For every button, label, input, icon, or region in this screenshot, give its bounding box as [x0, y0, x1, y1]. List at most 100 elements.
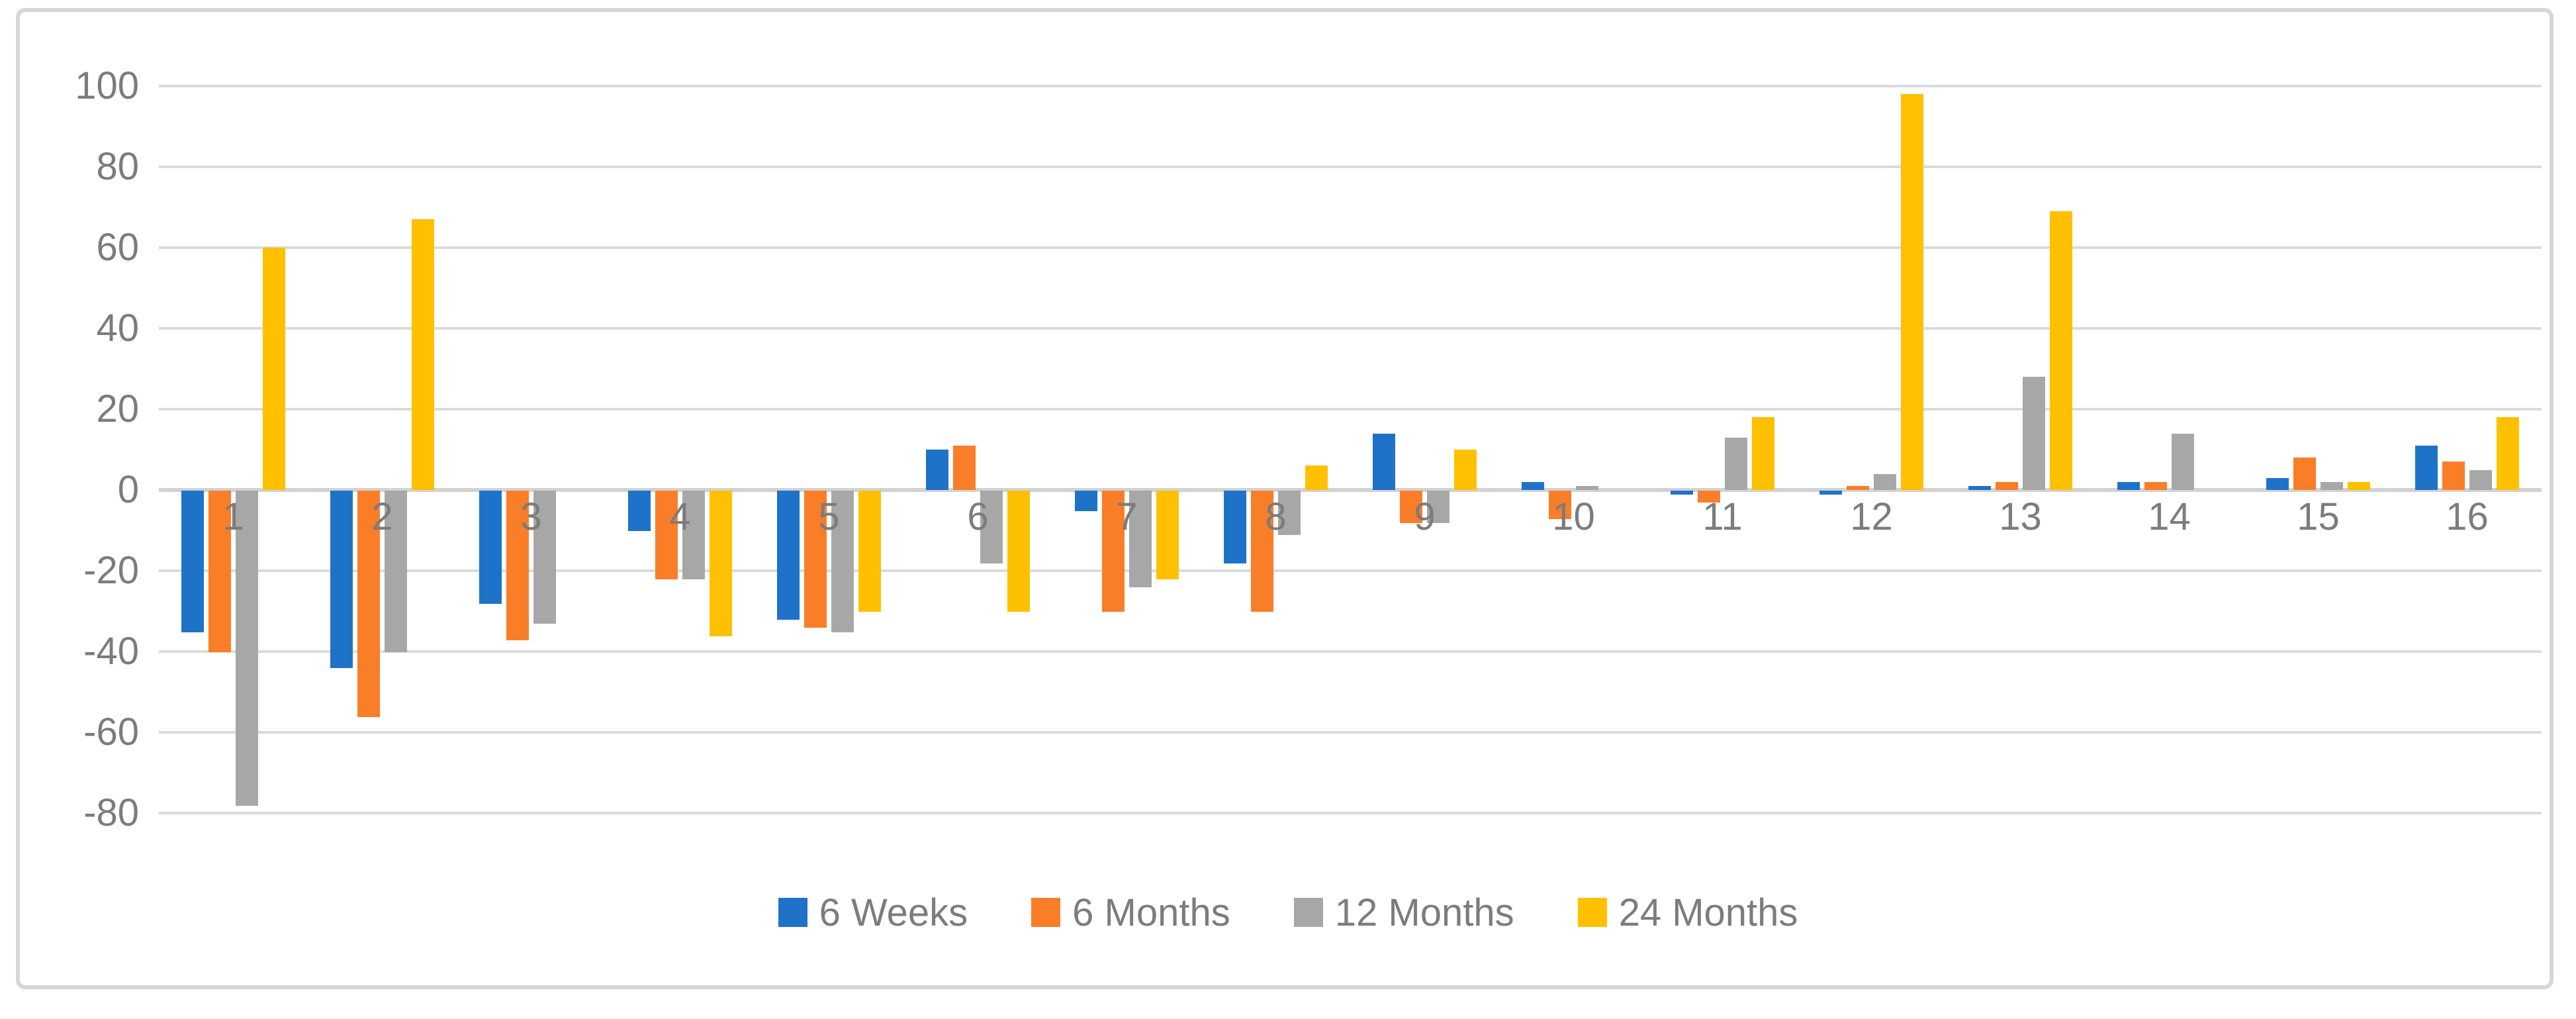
x-axis-line	[159, 488, 2542, 492]
legend-swatch-icon	[1031, 898, 1061, 927]
x-axis-category-label: 2	[371, 495, 393, 538]
gridline	[159, 731, 2542, 734]
legend-swatch-icon	[1577, 898, 1607, 927]
bar-12-months-cat-8	[1278, 491, 1301, 536]
bar-6-weeks-cat-3	[479, 491, 502, 604]
gridline	[159, 812, 2542, 814]
y-axis-tick-label: 40	[96, 307, 139, 350]
gridline	[159, 166, 2542, 168]
bar-12-months-cat-3	[533, 491, 556, 624]
x-axis-category-label: 3	[520, 495, 542, 538]
bar-24-months-cat-15	[2348, 481, 2370, 490]
x-axis-category-label: 9	[1414, 495, 1436, 538]
x-axis-category-label: 16	[2446, 495, 2489, 538]
bar-24-months-cat-2	[412, 219, 434, 490]
bar-24-months-cat-8	[1305, 465, 1328, 490]
bar-6-weeks-cat-11	[1671, 491, 1693, 495]
legend-label: 24 Months	[1618, 891, 1798, 934]
legend-item-12-months: 12 Months	[1293, 891, 1514, 935]
bar-6-months-cat-13	[1996, 481, 2018, 490]
gridline	[159, 85, 2542, 87]
bar-6-weeks-cat-6	[926, 450, 948, 490]
bar-6-weeks-cat-12	[1819, 491, 1842, 495]
legend-item-24-months: 24 Months	[1577, 891, 1798, 935]
bar-6-weeks-cat-2	[330, 491, 353, 669]
bar-6-weeks-cat-10	[1522, 481, 1544, 490]
bar-6-months-cat-8	[1251, 491, 1273, 612]
x-axis-category-label: 8	[1265, 495, 1287, 538]
bar-6-months-cat-10	[1549, 491, 1571, 519]
bar-6-months-cat-16	[2442, 461, 2465, 490]
bar-12-months-cat-1	[236, 491, 258, 806]
bar-24-months-cat-16	[2497, 417, 2519, 490]
bar-6-months-cat-15	[2293, 458, 2316, 490]
y-axis-tick-label: -80	[83, 791, 139, 834]
bar-24-months-cat-12	[1901, 94, 1923, 490]
bar-24-months-cat-13	[2050, 211, 2072, 490]
x-axis-category-label: 10	[1552, 495, 1595, 538]
bar-6-weeks-cat-1	[181, 491, 204, 632]
gridline	[159, 408, 2542, 411]
bar-12-months-cat-5	[831, 491, 854, 632]
bar-12-months-cat-2	[385, 491, 407, 652]
bar-12-months-cat-16	[2469, 469, 2492, 490]
bar-24-months-cat-11	[1752, 417, 1774, 490]
y-axis-tick-label: 0	[117, 468, 139, 511]
bar-6-weeks-cat-13	[1968, 485, 1991, 490]
bar-24-months-cat-5	[858, 491, 881, 612]
bar-6-months-cat-3	[506, 491, 529, 640]
legend-swatch-icon	[1293, 898, 1323, 927]
bar-6-months-cat-2	[357, 491, 380, 717]
bar-12-months-cat-10	[1576, 485, 1598, 490]
legend-item-6-weeks: 6 Weeks	[778, 891, 968, 935]
x-axis-category-label: 5	[818, 495, 840, 538]
y-axis-tick-label: -60	[83, 710, 139, 753]
x-axis-category-label: 12	[1850, 495, 1893, 538]
bar-24-months-cat-1	[263, 248, 285, 490]
y-axis-tick-label: 60	[96, 226, 139, 269]
bar-12-months-cat-6	[980, 491, 1003, 563]
x-axis-category-label: 13	[1999, 495, 2042, 538]
gridline	[159, 327, 2542, 330]
bar-6-months-cat-11	[1698, 491, 1720, 503]
bar-6-weeks-cat-15	[2266, 477, 2289, 490]
x-axis-category-label: 7	[1116, 495, 1138, 538]
bar-12-months-cat-11	[1725, 437, 1747, 490]
gridline	[159, 246, 2542, 249]
y-axis-tick-label: -20	[83, 549, 139, 592]
x-axis-category-label: 14	[2148, 495, 2191, 538]
bar-12-months-cat-7	[1129, 491, 1152, 588]
gridline	[159, 650, 2542, 653]
bar-6-weeks-cat-9	[1373, 433, 1395, 490]
bar-24-months-cat-9	[1454, 450, 1477, 490]
x-axis-category-label: 4	[669, 495, 691, 538]
bar-6-months-cat-9	[1400, 491, 1422, 523]
gridline	[159, 569, 2542, 572]
y-axis-tick-label: 80	[96, 145, 139, 188]
x-axis-category-label: 11	[1702, 495, 1743, 538]
bar-6-weeks-cat-5	[777, 491, 800, 620]
bar-6-months-cat-7	[1102, 491, 1125, 612]
bar-6-weeks-cat-16	[2415, 445, 2438, 490]
x-axis-category-label: 6	[967, 495, 989, 538]
bar-6-months-cat-12	[1847, 485, 1869, 490]
bar-24-months-cat-4	[710, 491, 732, 636]
bar-12-months-cat-15	[2321, 481, 2343, 490]
bar-6-months-cat-4	[655, 491, 678, 580]
bar-12-months-cat-14	[2172, 433, 2194, 490]
bar-24-months-cat-7	[1156, 491, 1179, 580]
bar-12-months-cat-12	[1874, 473, 1896, 490]
y-axis-tick-label: 100	[75, 64, 139, 107]
bar-6-weeks-cat-14	[2117, 481, 2140, 490]
y-axis-tick-label: -40	[83, 630, 139, 673]
bar-12-months-cat-9	[1427, 491, 1449, 523]
bar-6-weeks-cat-7	[1075, 491, 1097, 511]
bar-6-months-cat-5	[804, 491, 827, 628]
x-axis-category-label: 15	[2297, 495, 2340, 538]
bar-12-months-cat-4	[682, 491, 705, 580]
bar-6-months-cat-1	[208, 491, 231, 652]
legend-label: 6 Weeks	[819, 891, 968, 934]
legend-item-6-months: 6 Months	[1031, 891, 1230, 935]
